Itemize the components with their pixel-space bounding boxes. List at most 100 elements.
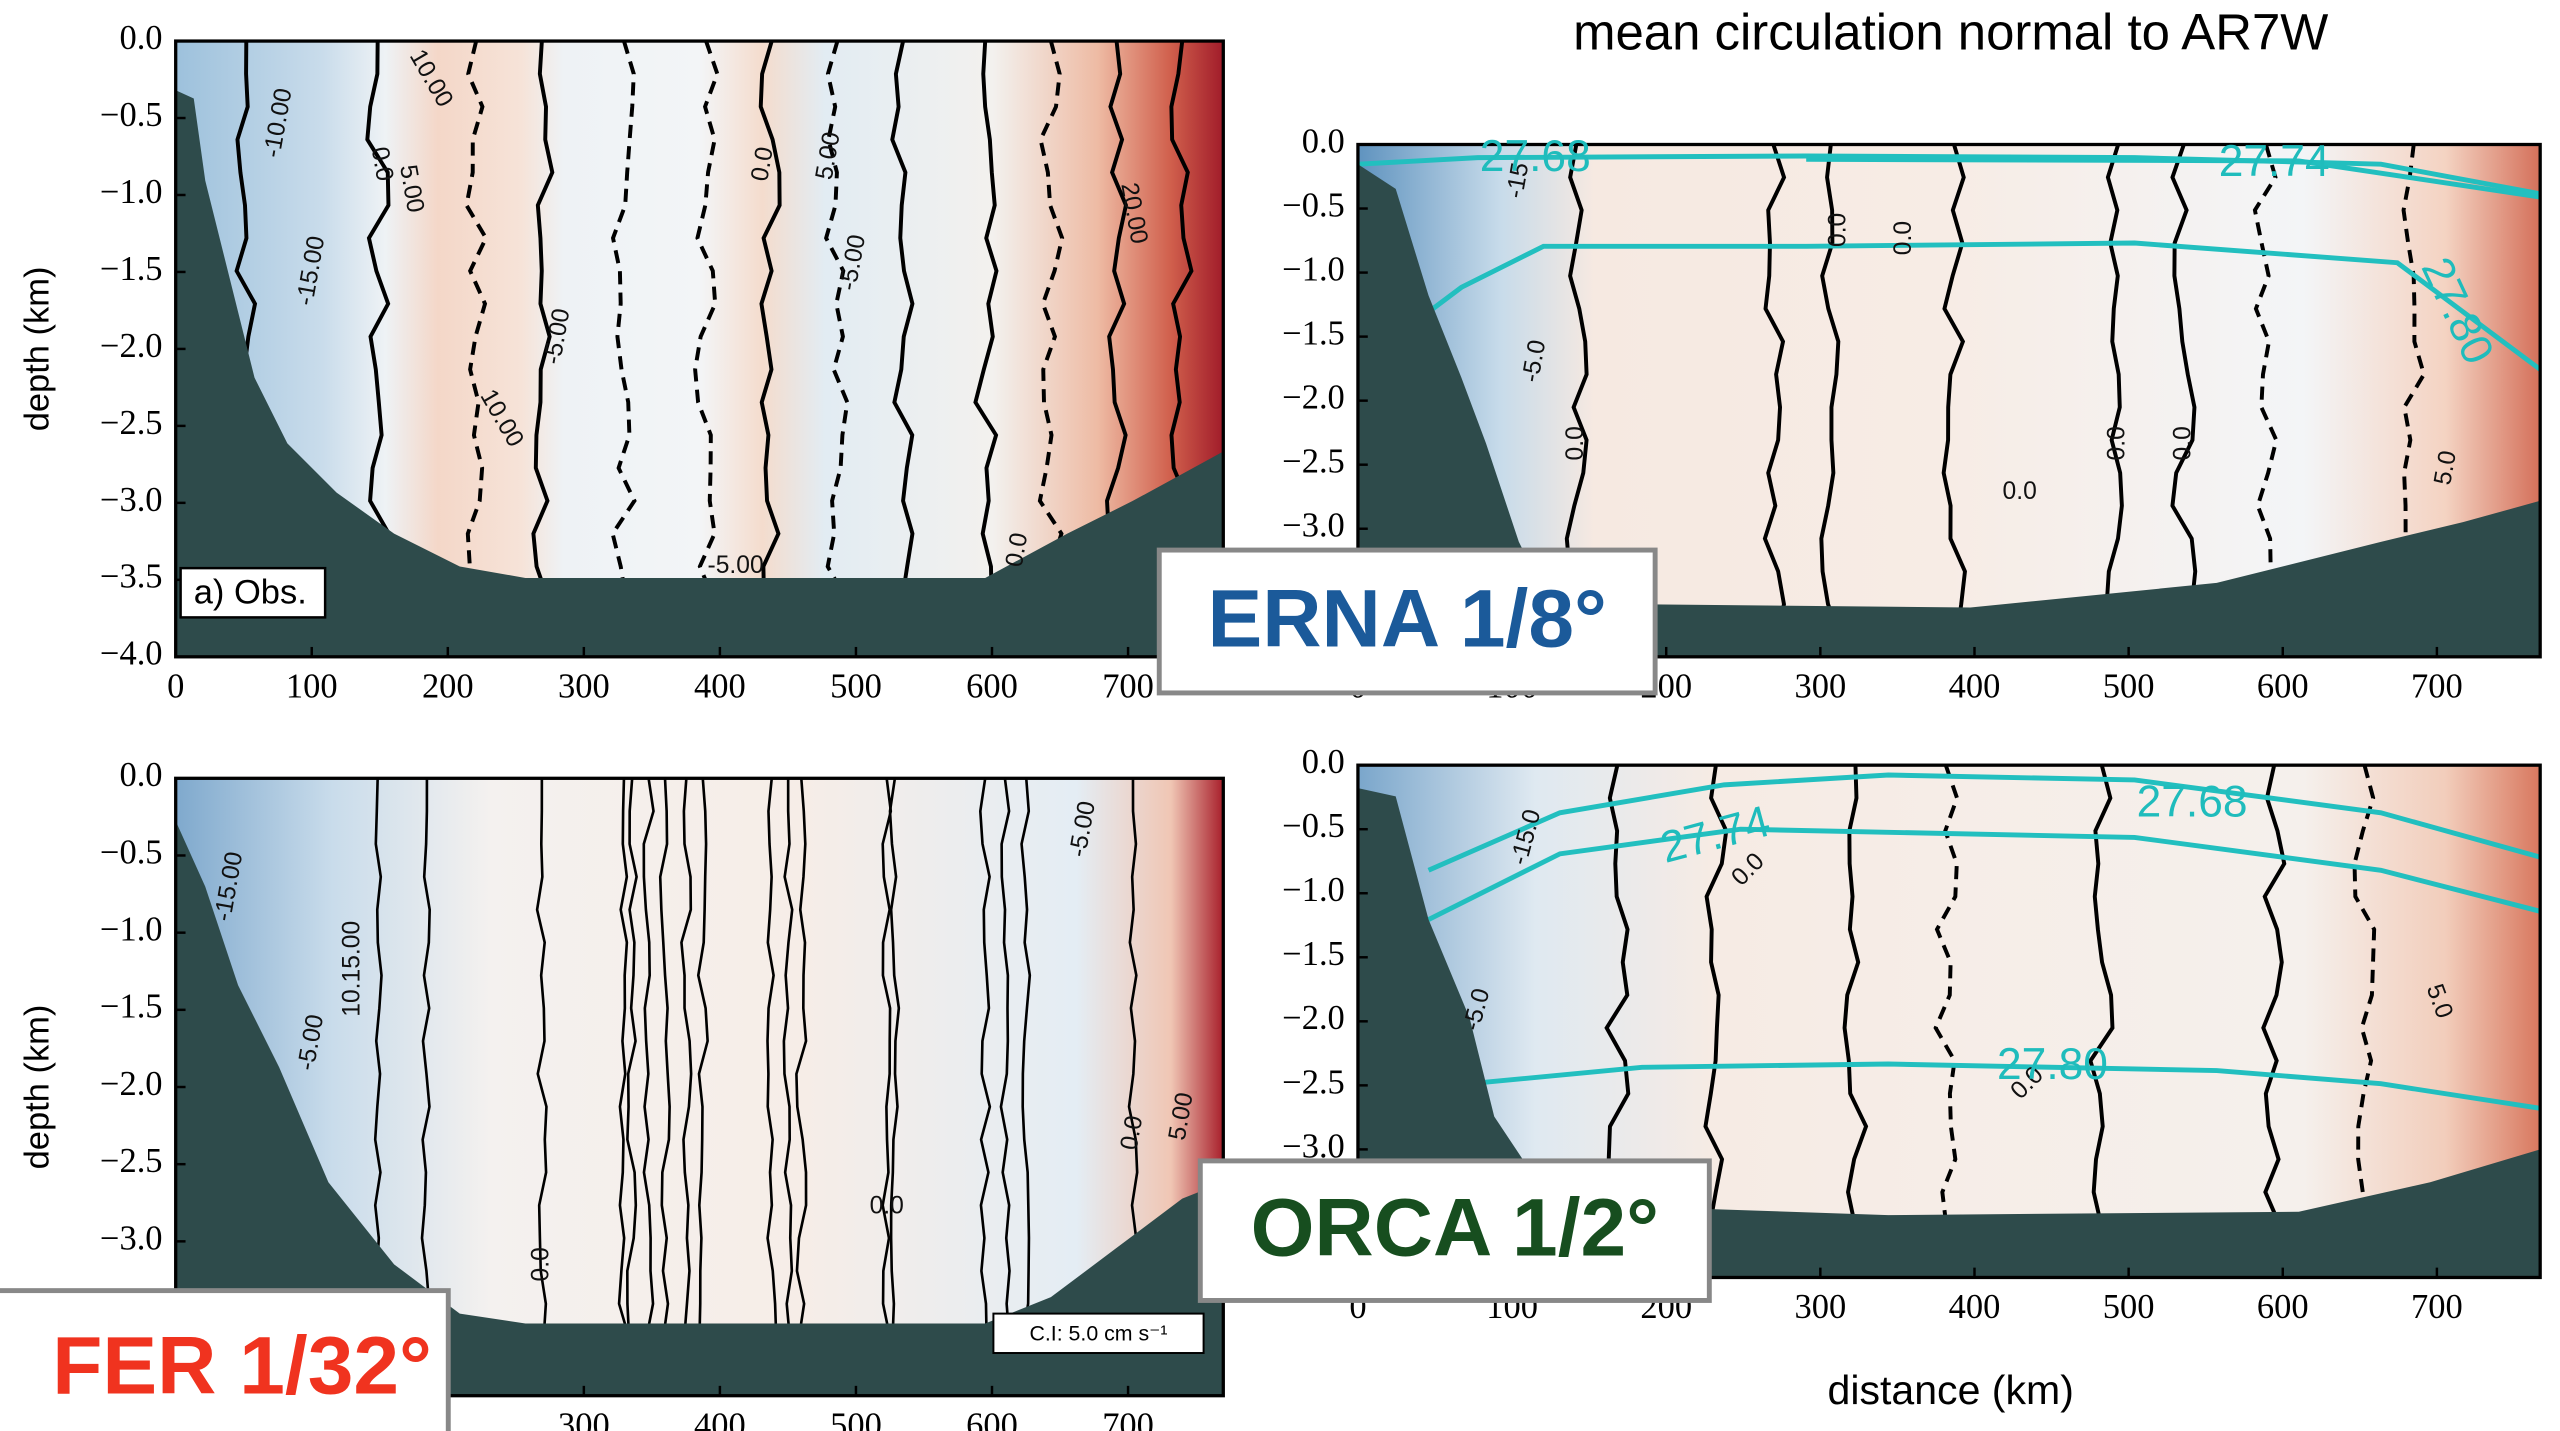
x-tick-label: 600 xyxy=(966,668,1018,706)
isopycnal-line xyxy=(1806,156,2541,200)
y-tick-label: −2.5 xyxy=(100,1142,163,1180)
contour-line xyxy=(1020,778,1032,1370)
contour-label: -15 xyxy=(1501,161,1534,201)
y-tick-label: −2.5 xyxy=(1282,1063,1345,1101)
x-tick-label: 300 xyxy=(558,668,610,706)
contour-line xyxy=(1037,40,1065,633)
figure-root: mean circulation normal to AR7W distance… xyxy=(0,3,2542,1431)
y-axis-label: depth (km) xyxy=(19,1005,57,1170)
contour-line xyxy=(888,778,901,1370)
y-tick-label: −2.0 xyxy=(1282,999,1345,1037)
x-tick-label: 400 xyxy=(694,1406,746,1431)
contour-line xyxy=(881,778,893,1370)
y-axis-label: depth (km) xyxy=(19,267,57,432)
contour-label: 0.0 xyxy=(527,1247,554,1281)
contour-label: 0.0 xyxy=(2104,426,2131,460)
contour-line xyxy=(1762,143,1787,638)
contour-line xyxy=(758,40,782,633)
isopycnal-line xyxy=(1469,1061,2541,1111)
contour-line xyxy=(2261,764,2287,1259)
x-tick-label: 500 xyxy=(830,1406,882,1431)
y-tick-label: −1.0 xyxy=(100,173,163,211)
model-label: ORCA 1/2° xyxy=(1251,1183,1659,1274)
y-tick-label: −1.0 xyxy=(1282,871,1345,909)
x-tick-label: 400 xyxy=(694,668,746,706)
contour-label: 0.0 xyxy=(1562,426,1589,460)
contour-line xyxy=(535,778,548,1370)
x-tick-label: 200 xyxy=(422,668,474,706)
panel-label: a) Obs. xyxy=(194,574,307,612)
y-tick-label: −1.5 xyxy=(100,988,163,1026)
contour-line xyxy=(1703,764,1729,1259)
x-tick-label: 600 xyxy=(2257,668,2309,706)
contour-line xyxy=(2088,764,2115,1259)
isopycnal-label: 27.68 xyxy=(2137,777,2248,826)
y-tick-label: 0.0 xyxy=(119,756,162,794)
contour-line xyxy=(464,40,489,633)
y-tick-label: −3.0 xyxy=(100,1219,163,1257)
y-tick-label: −3.0 xyxy=(100,481,163,519)
y-tick-label: −0.5 xyxy=(100,833,163,871)
y-tick-label: −0.5 xyxy=(100,96,163,134)
contour-label: 0.0 xyxy=(1825,213,1852,247)
contour-label: 0.0 xyxy=(2003,478,2037,505)
contour-label: 0.0 xyxy=(1001,531,1034,569)
x-tick-label: 600 xyxy=(2257,1288,2309,1326)
y-tick-label: −2.0 xyxy=(100,1065,163,1103)
contour-label: 0.0 xyxy=(2169,426,2196,460)
ci-box xyxy=(992,1312,1205,1354)
contour-line xyxy=(693,40,720,633)
contour-label: 0.0 xyxy=(870,1192,904,1219)
x-axis-label: distance (km) xyxy=(1828,1367,2074,1413)
contour-line xyxy=(973,40,999,633)
x-tick-label: 700 xyxy=(2411,1288,2463,1326)
y-tick-label: −2.0 xyxy=(1282,379,1345,417)
contour-label: 10.15.00 xyxy=(339,921,366,1017)
y-tick-label: −2.0 xyxy=(100,327,163,365)
contour-line xyxy=(999,778,1011,1370)
contour-label: -5.00 xyxy=(708,552,764,579)
contour-line xyxy=(890,40,916,633)
y-tick-label: −2.5 xyxy=(1282,443,1345,481)
contour-line xyxy=(1819,144,1843,638)
contour-label: 0.0 xyxy=(746,145,779,183)
y-tick-label: −1.5 xyxy=(1282,315,1345,353)
contour-line xyxy=(696,778,709,1370)
x-tick-label: 600 xyxy=(966,1406,1018,1431)
contour-line xyxy=(420,778,431,1370)
model-label: FER 1/32° xyxy=(52,1321,432,1412)
model-label-box xyxy=(0,1288,451,1431)
isopycnal-label: 27.68 xyxy=(1480,132,1591,181)
y-tick-label: 0.0 xyxy=(1302,122,1345,160)
y-tick-label: −1.5 xyxy=(1282,935,1345,973)
isopycnal-line xyxy=(1427,826,2541,922)
x-tick-label: 300 xyxy=(558,1406,610,1431)
x-tick-label: 700 xyxy=(1102,668,1154,706)
contour-line xyxy=(824,40,850,634)
contour-line xyxy=(1941,143,1967,638)
contour-label: 0.0 xyxy=(1116,1114,1149,1152)
y-tick-label: 0.0 xyxy=(1302,743,1345,781)
contour-line xyxy=(1933,764,1960,1259)
y-tick-label: −3.0 xyxy=(1282,507,1345,545)
contour-line xyxy=(642,778,655,1370)
x-tick-label: 400 xyxy=(1949,1288,2001,1326)
contour-line xyxy=(2252,143,2279,638)
contour-label: 5.0 xyxy=(2429,449,2462,487)
x-tick-label: 500 xyxy=(2103,668,2155,706)
isopycnal-line xyxy=(1394,240,2542,372)
contour-line xyxy=(766,778,778,1370)
y-tick-label: −1.0 xyxy=(100,911,163,949)
x-tick-label: 700 xyxy=(2411,668,2463,706)
contour-line xyxy=(795,778,808,1370)
isopycnal-line xyxy=(1357,153,2541,197)
model-label-box xyxy=(1197,1158,1712,1303)
x-tick-label: 500 xyxy=(2103,1288,2155,1326)
model-label: ERNA 1/8° xyxy=(1208,573,1607,664)
isopycnal-label: 27.80 xyxy=(1997,1040,2108,1089)
contour-label: 0.0 xyxy=(366,145,399,183)
x-tick-label: 500 xyxy=(830,668,882,706)
contour-line xyxy=(680,778,693,1370)
isopycnal-line xyxy=(1427,772,2541,873)
contour-line xyxy=(1842,765,1869,1259)
